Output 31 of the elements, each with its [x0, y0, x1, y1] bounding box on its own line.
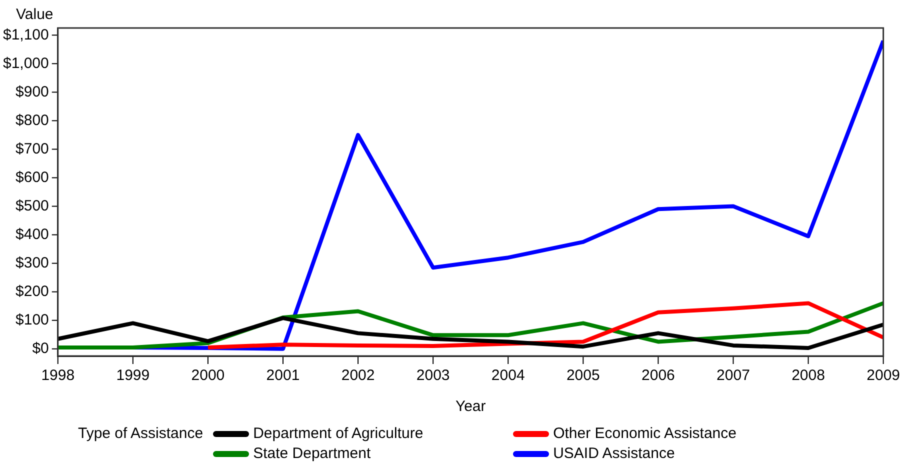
- y-tick-label: $1,000: [2, 54, 49, 72]
- x-tick-label: 2009: [866, 367, 900, 384]
- x-tick-label: 2007: [716, 367, 750, 384]
- x-tick-label: 2000: [191, 367, 225, 384]
- y-tick-label: $500: [16, 197, 49, 214]
- y-tick-label: $700: [16, 140, 49, 158]
- y-tick-label: $200: [16, 282, 49, 300]
- x-tick-label: 2008: [792, 367, 825, 384]
- legend-label: Department of Agriculture: [253, 425, 424, 442]
- x-tick-label: 2005: [566, 367, 600, 384]
- legend-title: Type of Assistance: [78, 424, 204, 444]
- y-tick-label: $0: [32, 340, 49, 358]
- y-tick-label: $300: [16, 254, 49, 272]
- x-tick-label: 2006: [642, 367, 675, 384]
- y-axis-title: Value: [16, 6, 54, 23]
- x-tick-label: 2004: [491, 367, 525, 384]
- y-tick-label: $100: [16, 311, 49, 328]
- x-tick-label: 2001: [266, 367, 300, 384]
- y-tick-label: $600: [16, 168, 49, 186]
- y-tick-label: $800: [16, 112, 49, 129]
- x-tick-label: 2002: [341, 367, 375, 384]
- x-tick-label: 1998: [41, 367, 75, 384]
- x-axis-title: Year: [455, 398, 486, 416]
- y-tick-label: $1,100: [2, 26, 49, 44]
- legend-label: Other Economic Assistance: [553, 425, 736, 442]
- y-tick-label: $400: [16, 226, 49, 243]
- legend-label: State Department: [253, 445, 371, 462]
- x-tick-label: 1999: [116, 367, 150, 384]
- x-tick-label: 2003: [416, 367, 450, 384]
- legend-label: USAID Assistance: [553, 445, 675, 462]
- y-tick-label: $900: [16, 83, 49, 100]
